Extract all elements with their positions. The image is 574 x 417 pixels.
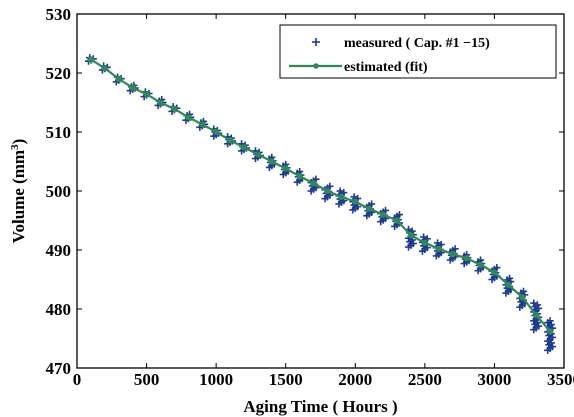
- estimated-point: [393, 217, 401, 224]
- estimated-point: [268, 158, 275, 165]
- estimated-point: [546, 328, 554, 335]
- legend-label-fit: estimated (fit): [344, 60, 428, 75]
- estimated-point: [157, 99, 164, 106]
- estimated-point: [171, 105, 178, 113]
- estimated-point: [143, 91, 150, 98]
- y-tick-label: 520: [46, 64, 72, 83]
- y-tick-label: 500: [46, 182, 72, 201]
- estimated-point: [199, 121, 206, 128]
- estimated-point: [115, 75, 122, 83]
- legend-fit-dot: [313, 63, 319, 69]
- estimated-point: [101, 65, 108, 72]
- y-tick-label: 490: [46, 241, 72, 260]
- estimated-fit-line: [90, 58, 551, 333]
- y-axis-label-main: Volume (mm: [9, 150, 28, 243]
- legend: measured ( Cap. #1 −15) estimated (fit): [279, 24, 557, 79]
- estimated-point: [282, 165, 289, 172]
- legend-fit-marker: [289, 63, 342, 69]
- x-tick-label: 2000: [338, 370, 372, 389]
- x-tick-label: 1000: [199, 370, 233, 389]
- estimated-point: [491, 269, 498, 276]
- estimated-point: [505, 281, 512, 288]
- x-tick-label: 3500: [547, 370, 574, 389]
- y-tick-label: 530: [46, 5, 72, 24]
- y-tick-label: 470: [46, 359, 72, 378]
- estimated-point: [519, 294, 526, 301]
- estimated-point: [213, 128, 220, 136]
- plot-area: [84, 54, 557, 354]
- estimated-point: [449, 251, 456, 258]
- estimated-point: [435, 245, 442, 252]
- x-tick-label: 500: [134, 370, 160, 389]
- estimated-point: [324, 187, 331, 195]
- estimated-point: [185, 114, 192, 121]
- estimated-point: [463, 255, 470, 262]
- estimated-point: [310, 180, 317, 187]
- x-tick-label: 2500: [408, 370, 442, 389]
- estimated-point: [296, 173, 303, 180]
- x-tick-label: 0: [73, 370, 82, 389]
- y-axis-label-close: ): [9, 139, 28, 145]
- estimated-point: [380, 211, 387, 218]
- measured-cluster: [544, 317, 557, 354]
- estimated-point: [240, 144, 248, 151]
- y-axis-label-sup: 3: [9, 144, 21, 150]
- axis-ticks: 0 500 1000 1500 2000 2500 3000 3500 470 480 490 500…: [46, 5, 574, 389]
- x-axis-label: Aging Time ( Hours ): [243, 397, 397, 416]
- y-tick-label: 510: [46, 123, 72, 142]
- estimated-point: [338, 193, 345, 200]
- estimated-point: [129, 84, 136, 91]
- estimated-point: [254, 151, 261, 158]
- legend-label-measured: measured ( Cap. #1 −15): [344, 36, 490, 51]
- estimated-point: [421, 239, 428, 247]
- x-tick-label: 1500: [269, 370, 303, 389]
- y-tick-label: 480: [46, 300, 72, 319]
- x-tick-label: 3000: [477, 370, 511, 389]
- estimated-point: [87, 56, 95, 63]
- legend-box: [279, 24, 557, 79]
- estimated-point: [226, 137, 234, 144]
- estimated-point: [533, 311, 540, 318]
- y-axis-label: Volume (mm3): [9, 139, 28, 244]
- estimated-point: [352, 198, 359, 205]
- estimated-point: [407, 232, 415, 239]
- estimated-point: [366, 205, 373, 212]
- legend-measured-marker: [312, 38, 320, 46]
- estimated-point: [477, 261, 484, 268]
